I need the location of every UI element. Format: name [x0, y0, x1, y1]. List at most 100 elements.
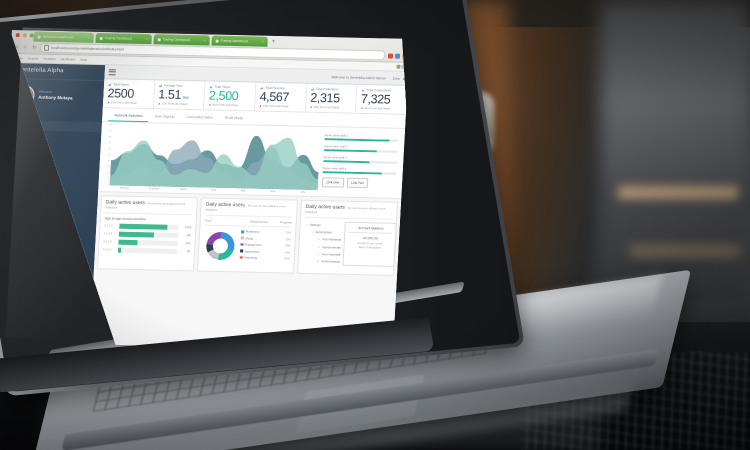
- topnav-right[interactable]: John ●: [392, 76, 405, 80]
- tab-title: Trading Dashboard: [104, 36, 132, 41]
- close-tab-icon[interactable]: ×: [145, 37, 148, 42]
- card-subtitle: Sessions: [205, 207, 218, 213]
- bookmark-item[interactable]: Apps: [80, 57, 88, 62]
- donut-slice-other: [206, 232, 222, 246]
- settings-tree[interactable]: ▫ Settings ▫ Subscription ✓ Auto Renewal ✓ Achi…: [302, 221, 342, 265]
- y-tick: 50: [107, 154, 111, 157]
- window-controls[interactable]: [15, 33, 34, 38]
- browser-tab[interactable]: Trading Dashboard ×: [95, 32, 152, 45]
- bar-value: 23k: [185, 241, 191, 246]
- legend-value: 23%: [284, 256, 290, 261]
- check-icon: ✓: [316, 259, 320, 264]
- y-tick: 30: [107, 166, 110, 169]
- usage-bar-row: 6.1.5.4 53k: [104, 231, 191, 238]
- donut-svg: [206, 232, 235, 261]
- trend-icon: [209, 85, 212, 88]
- card-description: All users as users affected count: [147, 202, 186, 206]
- chart-svg-wrap: [109, 125, 321, 190]
- legend-progress-row: Some entry stuff 2: [323, 144, 398, 154]
- shelf-bar-2: [630, 246, 740, 256]
- trend-icon: [361, 88, 364, 91]
- extension-icon-1[interactable]: [387, 52, 394, 59]
- donut-legend-row: Marketing 23%: [239, 255, 290, 261]
- color-swatch: [240, 243, 244, 246]
- check-icon: ✓: [317, 244, 321, 249]
- menu-icon[interactable]: [108, 68, 116, 75]
- bookmark-item[interactable]: Analytics: [43, 56, 56, 62]
- tree-item[interactable]: ✓ Achievements: [302, 257, 341, 265]
- card-settings: Daily active users All users as users af…: [296, 199, 399, 277]
- link-button-link-one[interactable]: Link One: [321, 177, 345, 188]
- bookmark-item[interactable]: Dashboard: [60, 57, 76, 62]
- bar-value: 123k: [184, 225, 192, 230]
- y-tick: 0: [107, 184, 109, 187]
- trend-icon: [108, 83, 111, 86]
- chart-tab-converted-sales[interactable]: Converted Sales: [186, 115, 214, 120]
- chart-tab-profit-made[interactable]: Profit Made: [224, 116, 244, 121]
- folder-icon: ▫: [312, 230, 314, 235]
- new-tab-icon[interactable]: +: [271, 38, 276, 45]
- balance-title: Account Balance: [348, 226, 393, 235]
- table-header: Top 5 Disbursement Progress: [204, 218, 292, 228]
- close-tab-icon[interactable]: ×: [203, 38, 206, 43]
- bookmark-item[interactable]: Reports: [27, 56, 39, 61]
- legend-progress-row: Some entry stuff 1: [324, 133, 399, 143]
- user-menu-label[interactable]: John: [392, 76, 400, 81]
- x-tick: January: [119, 186, 130, 190]
- usage-bar-list: 6.1.5.3 123k 6.1.5.4 53k 6.1.5.4 23k 6.1.5.5 3k: [103, 223, 192, 254]
- donut-slice-awareness: [206, 244, 214, 253]
- browser-tab[interactable]: Gentelella Dashboard ×: [33, 31, 94, 43]
- minimize-window-icon[interactable]: [22, 33, 27, 38]
- extension-icon-2[interactable]: [394, 53, 401, 59]
- legend-label: Awareness: [244, 249, 260, 254]
- forward-icon[interactable]: ›: [21, 44, 29, 51]
- stat-tile: Total Connections 7,325 ▲ 34% From last We…: [356, 85, 407, 114]
- stat-tile: Total Views 2,500 ▲ 34% From last Week: [204, 81, 257, 111]
- version-label: 6.1.5.5: [102, 248, 112, 252]
- link-button-link-two[interactable]: Link Two: [346, 178, 369, 188]
- tile-subtext: ▲ 10% From last Week: [107, 100, 137, 106]
- col-top5: Top 5: [204, 218, 212, 224]
- chart-tab-network-activities[interactable]: Network Activities: [108, 111, 149, 123]
- trend-icon: [260, 86, 263, 89]
- area-chart-svg: [109, 135, 319, 190]
- tile-subtext: ▲ 34% From last Week: [259, 104, 289, 109]
- col-progress: Progress: [280, 220, 292, 225]
- browser-tab[interactable]: Trading Dashboard ×: [153, 34, 210, 46]
- donut-legend: Marketing 32% Media 15% Engagement 20% Awarene…: [239, 229, 291, 263]
- settings-row: ▫ Settings ▫ Subscription ✓ Auto Renewal ✓ Achi…: [302, 221, 398, 267]
- tile-value: 1.51Sec: [157, 87, 189, 102]
- legend-buttons[interactable]: Link One Link Two: [321, 177, 397, 189]
- legend-progress-track: [323, 149, 398, 154]
- favicon: [99, 36, 103, 40]
- folder-icon: ▫: [306, 222, 308, 227]
- legend-value: 10%: [284, 249, 291, 255]
- profile-icon[interactable]: [395, 64, 401, 69]
- trend-icon: [311, 87, 314, 90]
- reload-icon[interactable]: ↻: [30, 44, 38, 51]
- legend-progress-fill: [323, 159, 370, 164]
- trend-icon: [159, 84, 162, 87]
- bar-track: [117, 247, 178, 254]
- close-tab-icon[interactable]: ×: [87, 35, 90, 40]
- y-tick: 40: [107, 160, 110, 163]
- col-disbursement: Disbursement: [250, 219, 269, 225]
- browser-tab[interactable]: Trading Dashboard ×: [211, 35, 268, 47]
- shelf-bar: [618, 186, 738, 199]
- tree-item-label: Auto Renewal: [322, 237, 342, 242]
- legend-label: Marketing: [245, 229, 259, 235]
- account-balance-box: Account Balance 40,500.00 40,500.00 per …: [342, 222, 398, 267]
- card-subtitle: Sessions: [105, 205, 118, 210]
- donut-slice-marketing: [220, 232, 235, 253]
- version-label: 6.1.5.4: [103, 232, 113, 236]
- usage-bar-row: 6.1.5.4 23k: [103, 239, 191, 246]
- chart-tab-user-signup[interactable]: User Signup: [154, 114, 175, 120]
- close-window-icon[interactable]: [15, 33, 20, 38]
- divider: [105, 212, 193, 216]
- chart-body: 100 90 80 70 60 50 40 30 20 10 0 January February Ma…: [98, 122, 405, 198]
- divider: [305, 217, 393, 221]
- user-name: Anthony Mutaya: [38, 94, 73, 101]
- close-tab-icon[interactable]: ×: [261, 39, 264, 44]
- divider: [205, 214, 293, 218]
- url-text: localhost/assets/gentelella/production/i…: [50, 45, 124, 52]
